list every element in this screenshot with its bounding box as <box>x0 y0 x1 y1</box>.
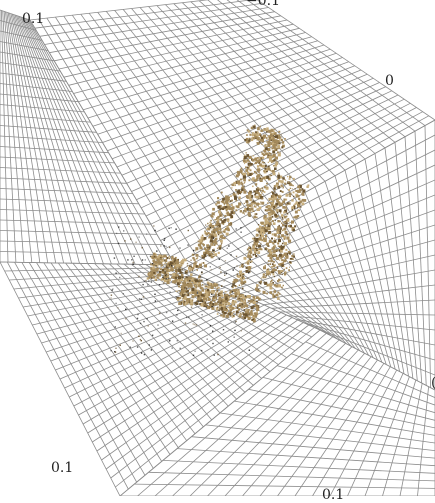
grid-plane-back-line <box>225 0 405 137</box>
grid-plane-back-line <box>117 70 361 167</box>
tick-label-bottom-center: 0.1 <box>322 488 344 502</box>
grid-plane-floor-right-line <box>149 472 435 481</box>
grid-plane-left-line <box>0 73 66 81</box>
grid-plane-back-line <box>64 24 293 77</box>
grid-plane-back-line <box>88 45 324 118</box>
tick-label-bottom-left: 0.1 <box>51 461 73 475</box>
tick-label-top-right: 0 <box>385 74 394 88</box>
grid-plane-floor-line <box>69 303 259 398</box>
grid-plane-right-line <box>280 312 435 315</box>
grid-plane-right-line <box>199 165 435 276</box>
tick-label-top-left: 0.1 <box>22 12 44 26</box>
grid-plane-floor-right-line <box>134 484 435 488</box>
grid-plane-left-line <box>0 84 72 92</box>
tick-label-top-center: −0.1 <box>246 0 280 8</box>
grid-plane-floor-right-line <box>291 354 435 405</box>
grid-plane-back-line <box>103 58 343 143</box>
grid-plane-back-line <box>45 8 269 45</box>
grid-plane-floor-line <box>102 320 298 460</box>
grid-plane-floor-right-line <box>306 342 435 398</box>
grid-plane-floor-right-line <box>277 366 435 413</box>
tick-label-right-edge: ( <box>431 376 435 390</box>
grid-plane-back-line <box>156 103 411 232</box>
grid-plane-back-line <box>250 0 435 120</box>
